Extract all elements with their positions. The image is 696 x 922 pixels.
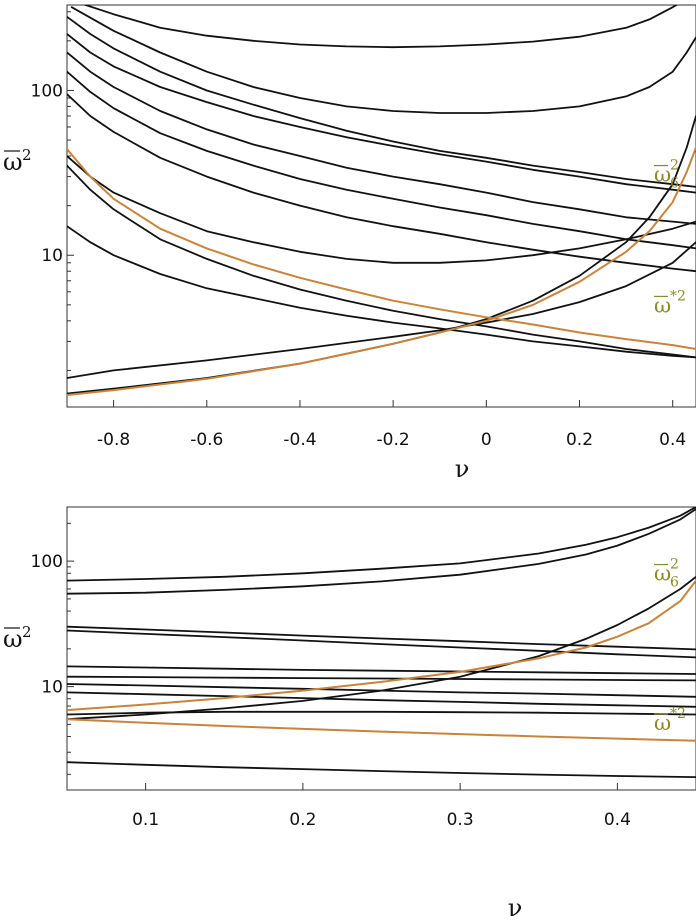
curve-annotation: ω2 6 [654, 158, 679, 192]
series-line [70, 6, 696, 114]
series-line [67, 675, 696, 682]
series-line [67, 155, 696, 264]
x-axis-label: ν [455, 455, 470, 483]
series-line [67, 761, 696, 778]
series-group [67, 5, 696, 396]
annotation-sup: 2 [670, 158, 679, 174]
highlight-series-line [67, 146, 696, 396]
x-tick-label: -0.8 [97, 430, 130, 450]
y-axis-label-main: ω [3, 148, 23, 176]
series-line [67, 15, 696, 188]
y-tick-label: 10 [41, 246, 63, 266]
annotation-sup: 2 [670, 557, 679, 573]
series-line [67, 575, 696, 721]
x-tick-label: -0.4 [283, 430, 316, 450]
x-tick-label: 0.1 [132, 810, 159, 830]
series-line [67, 691, 696, 708]
x-tick-label: 0.3 [447, 810, 474, 830]
annotation-main: ω [654, 562, 671, 586]
highlight-series-line [67, 579, 696, 712]
series-line [67, 629, 696, 659]
x-tick-label: 0.4 [659, 430, 686, 450]
series-group [67, 507, 696, 778]
series-line [67, 70, 696, 250]
curve-annotation: ω*2 [654, 288, 686, 317]
y-tick-label: 10 [41, 678, 63, 698]
x-tick-label: 0 [481, 430, 492, 450]
highlight-series-line [67, 148, 696, 350]
annotation-sup: *2 [670, 706, 686, 722]
x-tick-label: -0.2 [377, 430, 410, 450]
series-line [67, 625, 696, 651]
x-tick-label: 0.2 [289, 810, 316, 830]
curve-annotation: ω*2 [654, 706, 686, 735]
series-line [67, 507, 696, 582]
x-axis-label: ν [508, 894, 523, 922]
series-line [67, 33, 696, 194]
series-line [83, 5, 679, 49]
y-axis-label-main: ω [3, 625, 23, 653]
annotation-sup: *2 [670, 288, 686, 304]
y-axis-label-sup: 2 [22, 623, 32, 641]
annotation-sub: 6 [670, 575, 679, 591]
y-axis-label-sup: 2 [22, 146, 32, 164]
annotation-main: ω [654, 163, 671, 187]
series-line [67, 508, 696, 595]
y-tick-label: 100 [31, 81, 63, 101]
x-tick-label: -0.6 [190, 430, 223, 450]
series-line [67, 665, 696, 675]
annotation-main: ω [654, 711, 671, 735]
x-tick-label: 0.2 [566, 430, 593, 450]
series-line [67, 225, 696, 359]
highlight-series-line [67, 718, 696, 742]
y-tick-label: 100 [31, 552, 63, 572]
annotation-sub: 6 [670, 176, 679, 192]
series-line [67, 51, 696, 225]
curve-annotation: ω2 6 [654, 557, 679, 591]
series-line [67, 164, 696, 359]
annotation-main: ω [654, 293, 671, 317]
x-tick-label: 0.4 [604, 810, 631, 830]
